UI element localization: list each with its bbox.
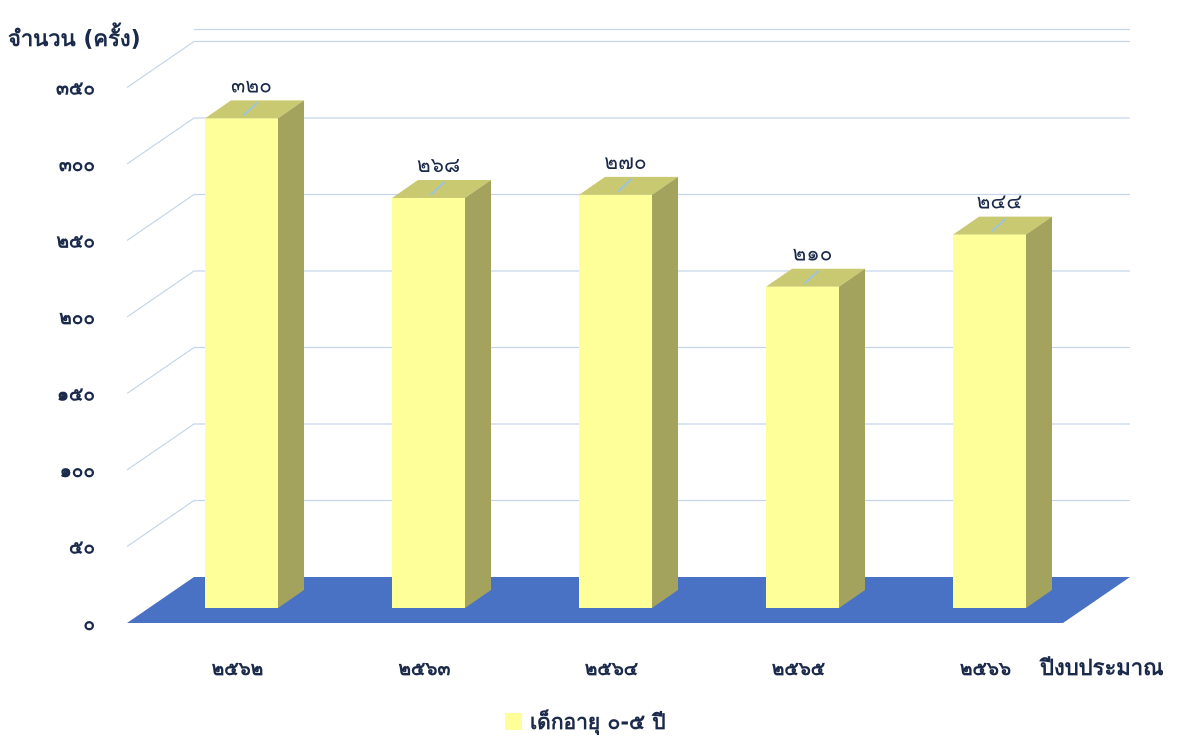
bar-side — [278, 100, 304, 609]
data-label: ๒๖๘ — [417, 153, 460, 177]
y-tick-label: ๓๐๐ — [59, 154, 95, 176]
gridline-side — [126, 117, 195, 165]
bar: ๓๒๐ — [205, 73, 304, 609]
x-axis-title: ปีงบประมาณ — [1039, 656, 1164, 681]
bar-front — [766, 286, 839, 608]
y-tick-label: ๓๕๐ — [56, 78, 95, 100]
y-tick-label: ๑๕๐ — [57, 384, 95, 406]
data-label: ๓๒๐ — [231, 73, 272, 97]
bar: ๒๖๘ — [392, 153, 491, 608]
data-label-leader — [242, 101, 259, 117]
bar-front — [579, 194, 652, 608]
gridline-side — [126, 41, 195, 88]
bar: ๒๗๐ — [579, 150, 678, 608]
gridline-side — [126, 423, 195, 471]
x-tick-label: ๒๕๖๒ — [212, 658, 264, 680]
data-label-leader — [803, 269, 820, 285]
bar: ๒๔๔ — [953, 190, 1052, 608]
gridline-side — [126, 500, 195, 547]
bar-top — [579, 176, 678, 195]
x-tick-label: ๒๕๖๕ — [772, 658, 825, 680]
y-tick-label: ๕๐ — [69, 537, 95, 559]
legend-swatch — [505, 713, 522, 730]
y-tick-label: ๒๐๐ — [59, 307, 95, 329]
x-tick-label: ๒๕๖๔ — [585, 658, 638, 680]
bar-top — [392, 179, 491, 198]
bar-side — [465, 179, 491, 608]
x-tick-label: ๒๕๖๖ — [960, 658, 1011, 680]
data-label: ๒๗๐ — [604, 150, 646, 174]
bar-front — [953, 234, 1026, 608]
y-axis-ticks: ๐ ๕๐ ๑๐๐ ๑๕๐ ๒๐๐ ๒๕๐ ๓๐๐ ๓๕๐ — [56, 78, 95, 636]
data-label: ๒๑๐ — [793, 242, 833, 266]
y-tick-label: ๐ — [83, 613, 95, 635]
bar-side — [652, 176, 678, 608]
y-tick-label: ๒๕๐ — [56, 231, 95, 253]
y-axis-title: จำนวน (ครั้ง) — [8, 22, 141, 52]
bar-side — [839, 268, 865, 608]
gridline-side — [126, 194, 195, 241]
gridline-side — [126, 270, 195, 318]
y-tick-label: ๑๐๐ — [60, 460, 95, 482]
data-label: ๒๔๔ — [977, 190, 1023, 214]
data-label-leader — [990, 217, 1007, 233]
bar-front — [392, 197, 465, 608]
x-tick-label: ๒๕๖๓ — [399, 658, 451, 680]
data-label-leader — [616, 178, 633, 193]
data-label-leader — [429, 181, 446, 196]
legend: เด็กอายุ ๐-๕ ปี — [505, 708, 666, 736]
bar-side — [1026, 216, 1052, 608]
gridline-side — [126, 347, 195, 394]
bar-front — [205, 118, 278, 609]
bar: ๒๑๐ — [766, 242, 865, 608]
bar-top — [766, 268, 865, 287]
x-axis-ticks: ๒๕๖๒ ๒๕๖๓ ๒๕๖๔ ๒๕๖๕ ๒๕๖๖ — [212, 658, 1011, 680]
legend-label: เด็กอายุ ๐-๕ ปี — [530, 708, 666, 736]
bar-top — [953, 216, 1052, 235]
bar-top — [205, 100, 304, 119]
